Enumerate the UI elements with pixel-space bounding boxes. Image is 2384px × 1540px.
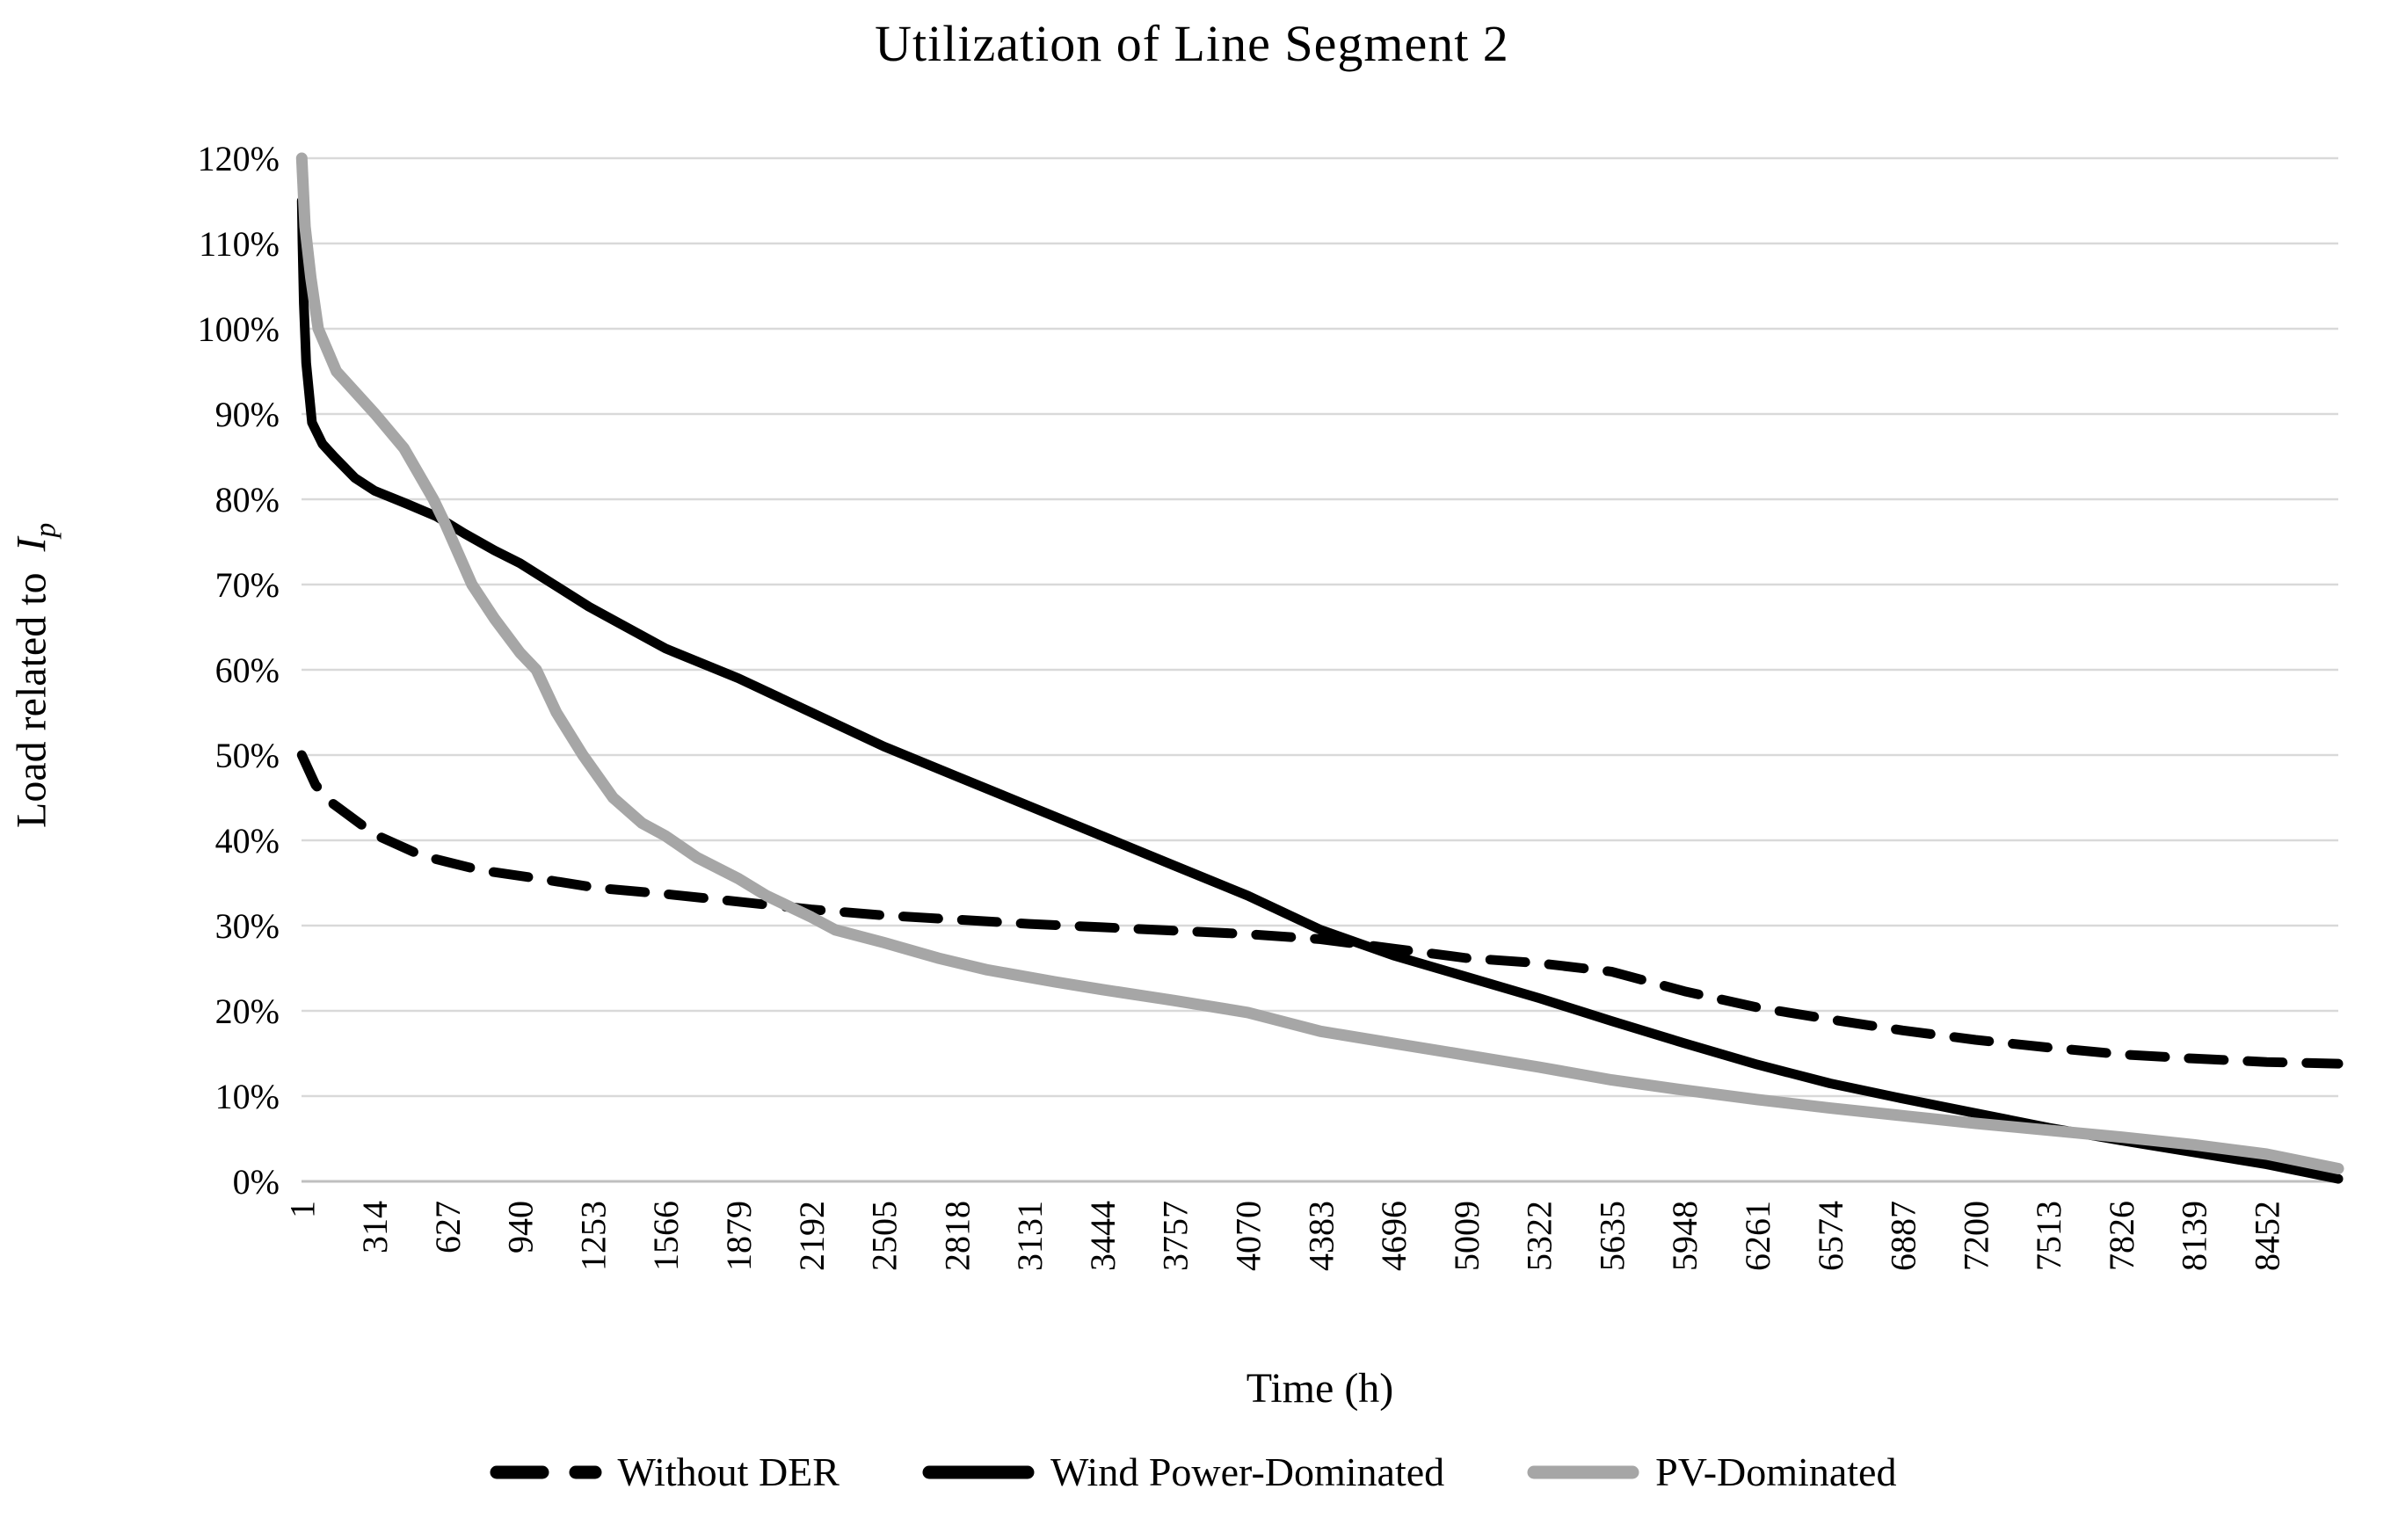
- y-tick-label: 70%: [215, 565, 280, 605]
- x-tick-label: 1879: [719, 1201, 759, 1271]
- legend-item-pv-dominated: PV-Dominated: [1525, 1449, 1896, 1495]
- series-line-pv-dominated: [295, 152, 2344, 1174]
- x-tick-label: 6887: [1884, 1201, 1923, 1271]
- y-tick-label: 20%: [215, 992, 280, 1031]
- legend-label: PV-Dominated: [1655, 1449, 1897, 1494]
- y-tick-label: 30%: [215, 906, 280, 946]
- x-tick-label: 2818: [937, 1201, 977, 1271]
- x-tick-label: 1566: [646, 1201, 686, 1271]
- y-tick-label: 90%: [215, 395, 280, 434]
- y-tick-label: 110%: [199, 224, 280, 264]
- x-tick-label: 5322: [1520, 1201, 1559, 1271]
- y-tick-label: 60%: [215, 650, 280, 690]
- chart-title: Utilization of Line Segment 2: [875, 15, 1509, 72]
- y-tick-label: 120%: [198, 139, 280, 178]
- x-tick-label: 627: [428, 1201, 468, 1253]
- legend-line-sample: [922, 1465, 1035, 1478]
- x-tick-label: 6574: [1811, 1201, 1850, 1271]
- x-tick-label: 8452: [2248, 1201, 2287, 1271]
- x-tick-label: 314: [355, 1201, 395, 1253]
- x-tick-label: 7826: [2102, 1201, 2141, 1271]
- legend-label: Wind Power-Dominated: [1050, 1449, 1445, 1494]
- chart-legend: Without DER Wind Power-Dominated PV-Domina…: [0, 1449, 2384, 1495]
- x-tick-label: 3131: [1010, 1201, 1050, 1271]
- x-tick-label: 3757: [1156, 1201, 1196, 1271]
- x-tick-label: 5009: [1447, 1201, 1486, 1271]
- x-tick-label: 6261: [1738, 1201, 1777, 1271]
- y-tick-label: 80%: [215, 480, 280, 519]
- x-tick-label: 8139: [2175, 1201, 2214, 1271]
- y-tick-label: 0%: [233, 1162, 280, 1202]
- x-tick-label: 2505: [865, 1201, 905, 1271]
- x-tick-label: 3444: [1083, 1201, 1123, 1271]
- x-tick-label: 2192: [792, 1201, 832, 1271]
- legend-line-sample: [1527, 1465, 1639, 1478]
- x-tick-label: 4696: [1374, 1201, 1414, 1271]
- y-tick-label: 40%: [215, 821, 280, 861]
- x-tick-label: 5635: [1592, 1201, 1632, 1271]
- x-tick-label: 7513: [2029, 1201, 2068, 1271]
- y-tick-label: 100%: [198, 309, 280, 349]
- y-tick-label: 50%: [215, 736, 280, 775]
- x-tick-label: 1: [282, 1201, 322, 1218]
- legend-item-wind-power-dominated: Wind Power-Dominated: [920, 1449, 1444, 1495]
- x-tick-label: 1253: [573, 1201, 613, 1271]
- legend-line-sample: [490, 1465, 602, 1478]
- x-tick-label: 940: [501, 1201, 541, 1253]
- x-tick-label: 7200: [1956, 1201, 1995, 1271]
- x-tick-label: 4070: [1229, 1201, 1268, 1271]
- series-line-wind-power-dominated: [296, 196, 2344, 1184]
- legend-label: Without DER: [617, 1449, 839, 1494]
- x-tick-label: 5948: [1665, 1201, 1704, 1271]
- series-line-without-der: [296, 750, 2344, 1069]
- x-tick-label: 4383: [1301, 1201, 1341, 1271]
- y-tick-label: 10%: [215, 1077, 280, 1116]
- x-axis-title: Time (h): [1246, 1365, 1394, 1412]
- legend-item-without-der: Without DER: [488, 1449, 839, 1495]
